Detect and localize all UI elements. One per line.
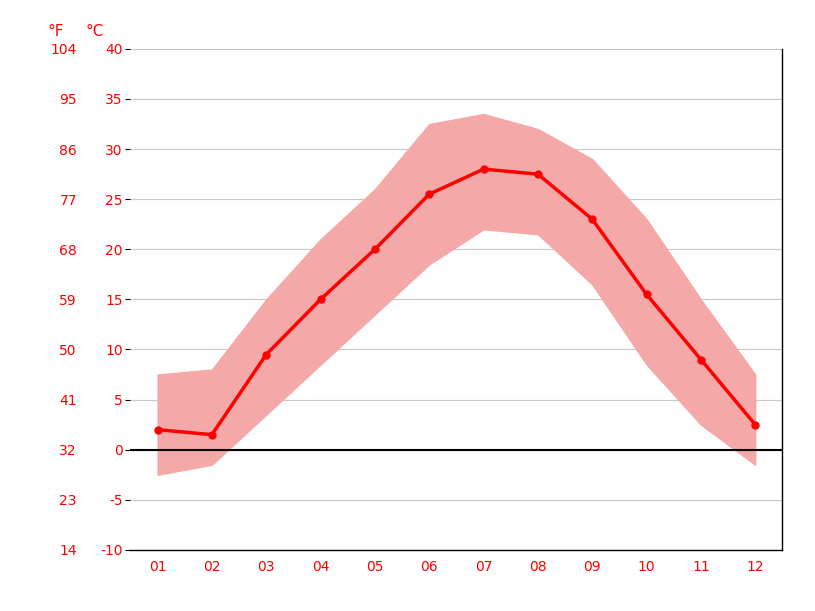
Text: °C: °C — [86, 24, 104, 39]
Text: °F: °F — [47, 24, 64, 39]
